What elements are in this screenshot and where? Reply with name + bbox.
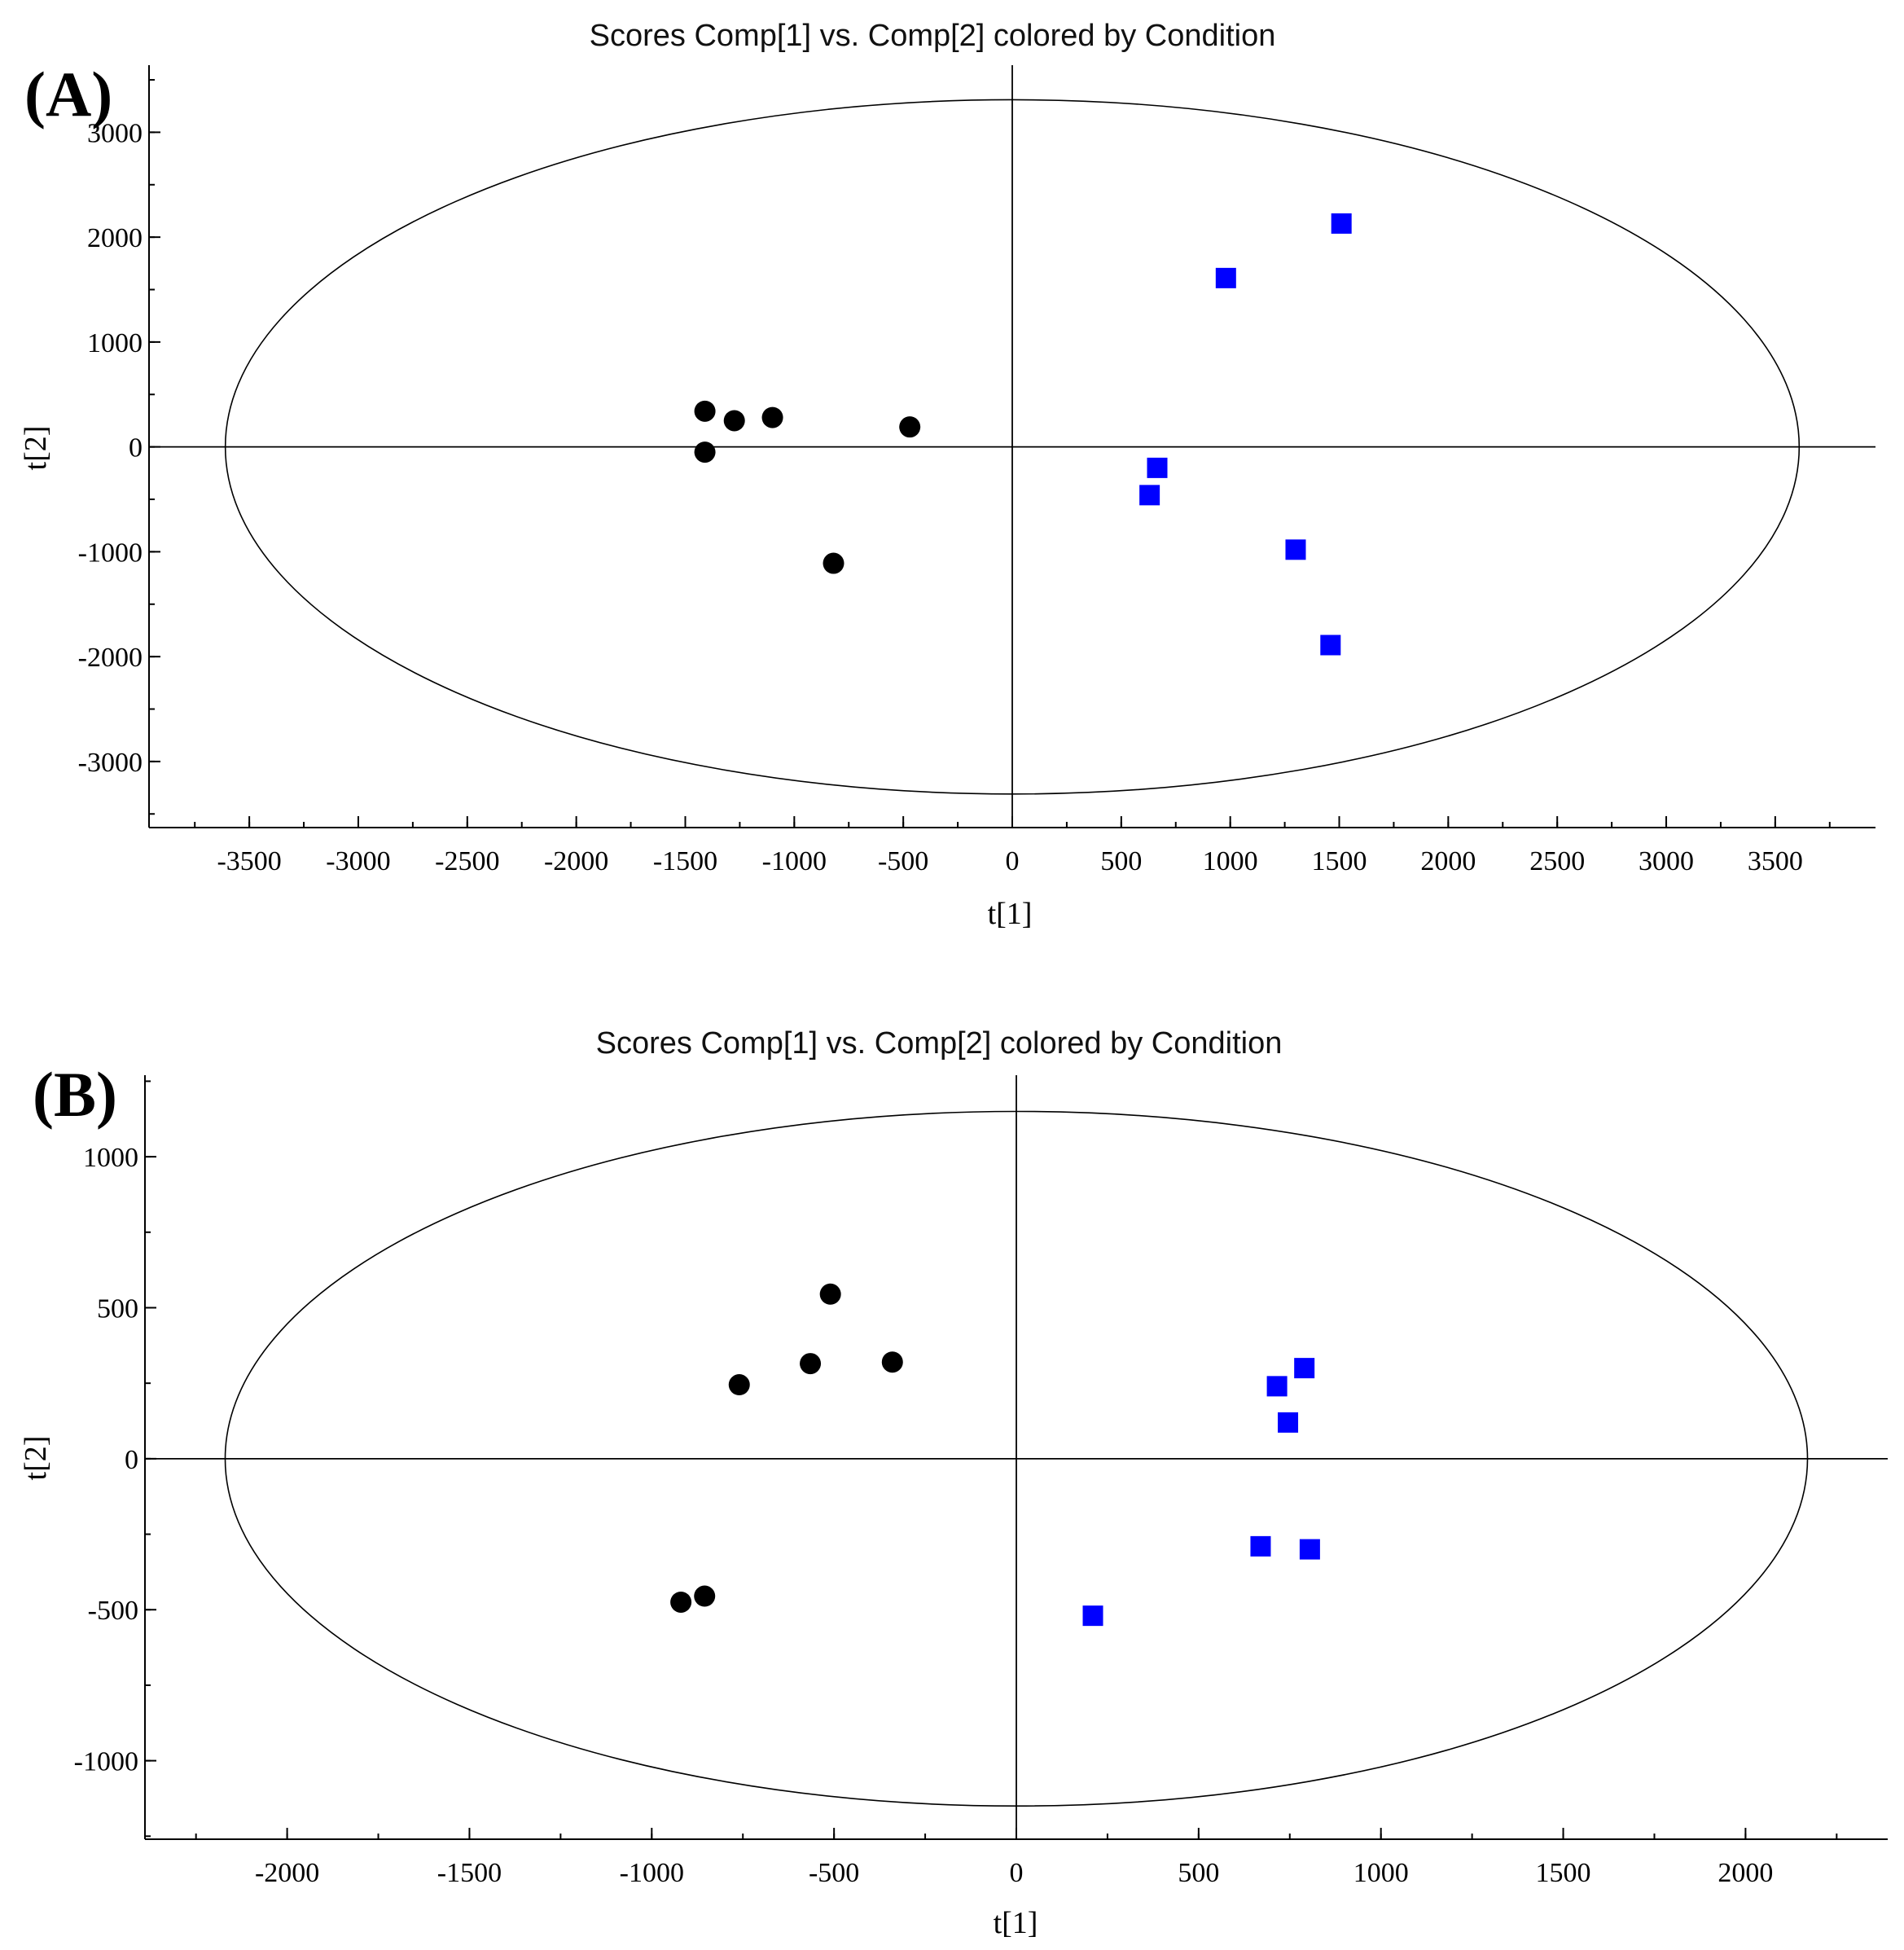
group-circle-point (761, 406, 783, 428)
chart-a-title: Scores Comp[1] vs. Comp[2] colored by Co… (590, 19, 1276, 53)
x-tick-label: -2000 (544, 846, 608, 876)
group-circle-point (819, 1283, 841, 1305)
group-circle-point (723, 410, 745, 432)
group-circle-point (670, 1591, 692, 1613)
y-tick-label: -1000 (74, 1747, 138, 1777)
group-square-point (1082, 1605, 1103, 1627)
x-tick-label: 0 (1006, 846, 1020, 876)
group-square-point (1299, 1539, 1320, 1560)
x-tick-label: 3000 (1639, 846, 1694, 876)
y-tick-label: 2000 (87, 223, 143, 253)
chart-b-x-axis-label: t[1] (994, 1906, 1038, 1940)
chart-panel-a: Scores Comp[1] vs. Comp[2] colored by Co… (19, 19, 1875, 931)
chart-b-y-axis-label: t[2] (19, 1436, 53, 1481)
group-square-point (1139, 485, 1160, 506)
group-square-point (1250, 1535, 1271, 1557)
x-tick-label: 3500 (1748, 846, 1803, 876)
group-circle-point (694, 400, 716, 422)
y-tick-label: 0 (129, 433, 143, 463)
group-circle-point (899, 416, 921, 438)
group-square-point (1278, 1412, 1299, 1433)
x-tick-label: -2000 (255, 1858, 319, 1888)
group-circle-point (881, 1351, 903, 1373)
x-tick-label: 2000 (1420, 846, 1476, 876)
chart-b-axes: -2000 -1500 -1000 -500 0 500 1000 1500 2000 -1000… (74, 1075, 1888, 1888)
chart-b-points (670, 1283, 1320, 1627)
chart-a-x-axis-label: t[1] (988, 897, 1033, 931)
y-tick-label: 500 (97, 1293, 138, 1324)
chart-b-panel-label: (B) (33, 1059, 117, 1130)
y-tick-label: -2000 (78, 643, 143, 673)
x-tick-label: 1500 (1312, 846, 1367, 876)
x-tick-label: -1500 (437, 1858, 502, 1888)
x-tick-label: -1000 (620, 1858, 684, 1888)
x-tick-label: 500 (1100, 846, 1142, 876)
chart-a-y-axis-label: t[2] (19, 426, 53, 471)
y-tick-label: 1000 (83, 1143, 138, 1173)
x-tick-label: 500 (1178, 1858, 1219, 1888)
y-tick-label: -3000 (78, 748, 143, 778)
group-circle-point (823, 552, 845, 574)
y-tick-label: 1000 (87, 328, 143, 358)
x-tick-label: -3500 (217, 846, 281, 876)
x-tick-label: 2500 (1529, 846, 1585, 876)
group-square-point (1147, 457, 1168, 478)
chart-a-panel-label: (A) (24, 59, 112, 130)
group-square-point (1331, 213, 1352, 234)
y-tick-label: -500 (88, 1596, 138, 1626)
chart-b-zero-lines (145, 1075, 1888, 1839)
group-square-point (1294, 1358, 1315, 1379)
group-circle-point (694, 1585, 716, 1607)
x-tick-label: -1500 (653, 846, 717, 876)
group-square-point (1285, 539, 1306, 560)
group-circle-point (694, 441, 716, 463)
group-circle-point (800, 1353, 822, 1375)
x-tick-label: -1000 (762, 846, 827, 876)
group-square-point (1215, 267, 1236, 288)
group-circle-point (728, 1374, 750, 1396)
group-square-point (1266, 1376, 1288, 1397)
x-tick-label: -500 (878, 846, 928, 876)
x-tick-label: 0 (1010, 1858, 1024, 1888)
x-tick-label: 2000 (1718, 1858, 1773, 1888)
chart-panel-b: Scores Comp[1] vs. Comp[2] colored by Co… (19, 1026, 1888, 1940)
chart-a-axes: -3500 -3000 -2500 -2000 -1500 -1000 -500 0 500 10… (78, 65, 1875, 876)
chart-b-title: Scores Comp[1] vs. Comp[2] colored by Co… (596, 1026, 1283, 1061)
x-tick-label: 1000 (1353, 1858, 1409, 1888)
x-tick-label: 1500 (1536, 1858, 1591, 1888)
y-tick-label: -1000 (78, 538, 143, 568)
x-tick-label: -3000 (326, 846, 390, 876)
x-tick-label: -500 (809, 1858, 859, 1888)
chart-a-points (694, 213, 1352, 656)
x-tick-label: 1000 (1203, 846, 1258, 876)
chart-a-zero-lines (149, 65, 1875, 828)
y-tick-label: 3000 (87, 118, 143, 148)
x-tick-label: -2500 (435, 846, 499, 876)
group-square-point (1320, 635, 1341, 656)
y-tick-label: 0 (125, 1445, 138, 1475)
